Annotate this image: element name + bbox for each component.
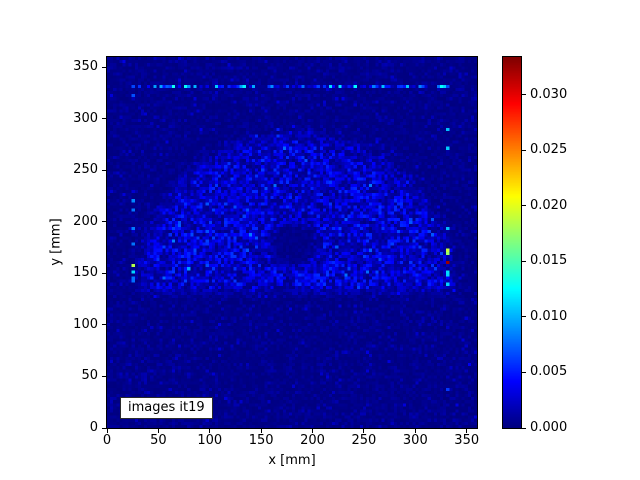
y-tick-mark	[102, 324, 106, 326]
x-tick-label: 200	[300, 433, 325, 448]
colorbar-tick-label: 0.005	[530, 364, 568, 380]
colorbar-tick-label: 0.020	[530, 197, 568, 213]
x-tick-mark	[414, 429, 416, 433]
x-axis-label: x [mm]	[268, 453, 316, 468]
colorbar-tick-label: 0.025	[530, 142, 568, 158]
y-tick-label: 200	[73, 213, 98, 229]
x-tick-label: 50	[150, 433, 167, 448]
colorbar-tick-mark	[522, 371, 526, 373]
colorbar-tick-mark	[522, 149, 526, 151]
x-tick-mark	[363, 429, 365, 433]
y-tick-label: 0	[89, 420, 98, 435]
colorbar-tick-label: 0.000	[530, 420, 568, 435]
x-tick-mark	[260, 429, 262, 433]
heatmap-image	[107, 57, 477, 428]
y-tick-mark	[102, 375, 106, 377]
colorbar	[502, 56, 522, 429]
colorbar-tick-label: 0.030	[530, 86, 568, 102]
colorbar-gradient	[503, 57, 521, 428]
x-tick-mark	[312, 429, 314, 433]
colorbar-tick-label: 0.010	[530, 308, 568, 324]
x-tick-mark	[106, 429, 108, 433]
x-tick-mark	[157, 429, 159, 433]
y-axis-label: y [mm]	[48, 218, 64, 266]
y-tick-label: 100	[73, 316, 98, 332]
x-tick-label: 0	[102, 433, 112, 448]
x-tick-mark	[466, 429, 468, 433]
y-tick-mark	[102, 427, 106, 429]
y-tick-label: 150	[73, 265, 98, 281]
x-tick-label: 300	[402, 433, 428, 448]
plot-area	[106, 56, 478, 429]
x-tick-label: 100	[197, 433, 223, 448]
colorbar-tick-mark	[522, 316, 526, 318]
y-tick-mark	[102, 118, 106, 120]
colorbar-tick-mark	[522, 94, 526, 96]
y-tick-label: 250	[73, 162, 98, 178]
y-tick-label: 350	[73, 59, 98, 75]
colorbar-tick-mark	[522, 427, 526, 429]
x-tick-label: 350	[454, 433, 480, 448]
colorbar-tick-label: 0.015	[530, 253, 568, 269]
y-tick-mark	[102, 221, 106, 223]
colorbar-tick-mark	[522, 260, 526, 262]
x-tick-label: 150	[248, 433, 274, 448]
y-tick-mark	[102, 272, 106, 274]
y-tick-mark	[102, 169, 106, 171]
y-tick-label: 300	[73, 110, 98, 126]
y-tick-label: 50	[81, 368, 98, 384]
annotation-box: images it19	[120, 397, 213, 419]
x-tick-mark	[209, 429, 211, 433]
y-tick-mark	[102, 66, 106, 68]
x-tick-label: 250	[351, 433, 377, 448]
colorbar-tick-mark	[522, 205, 526, 207]
